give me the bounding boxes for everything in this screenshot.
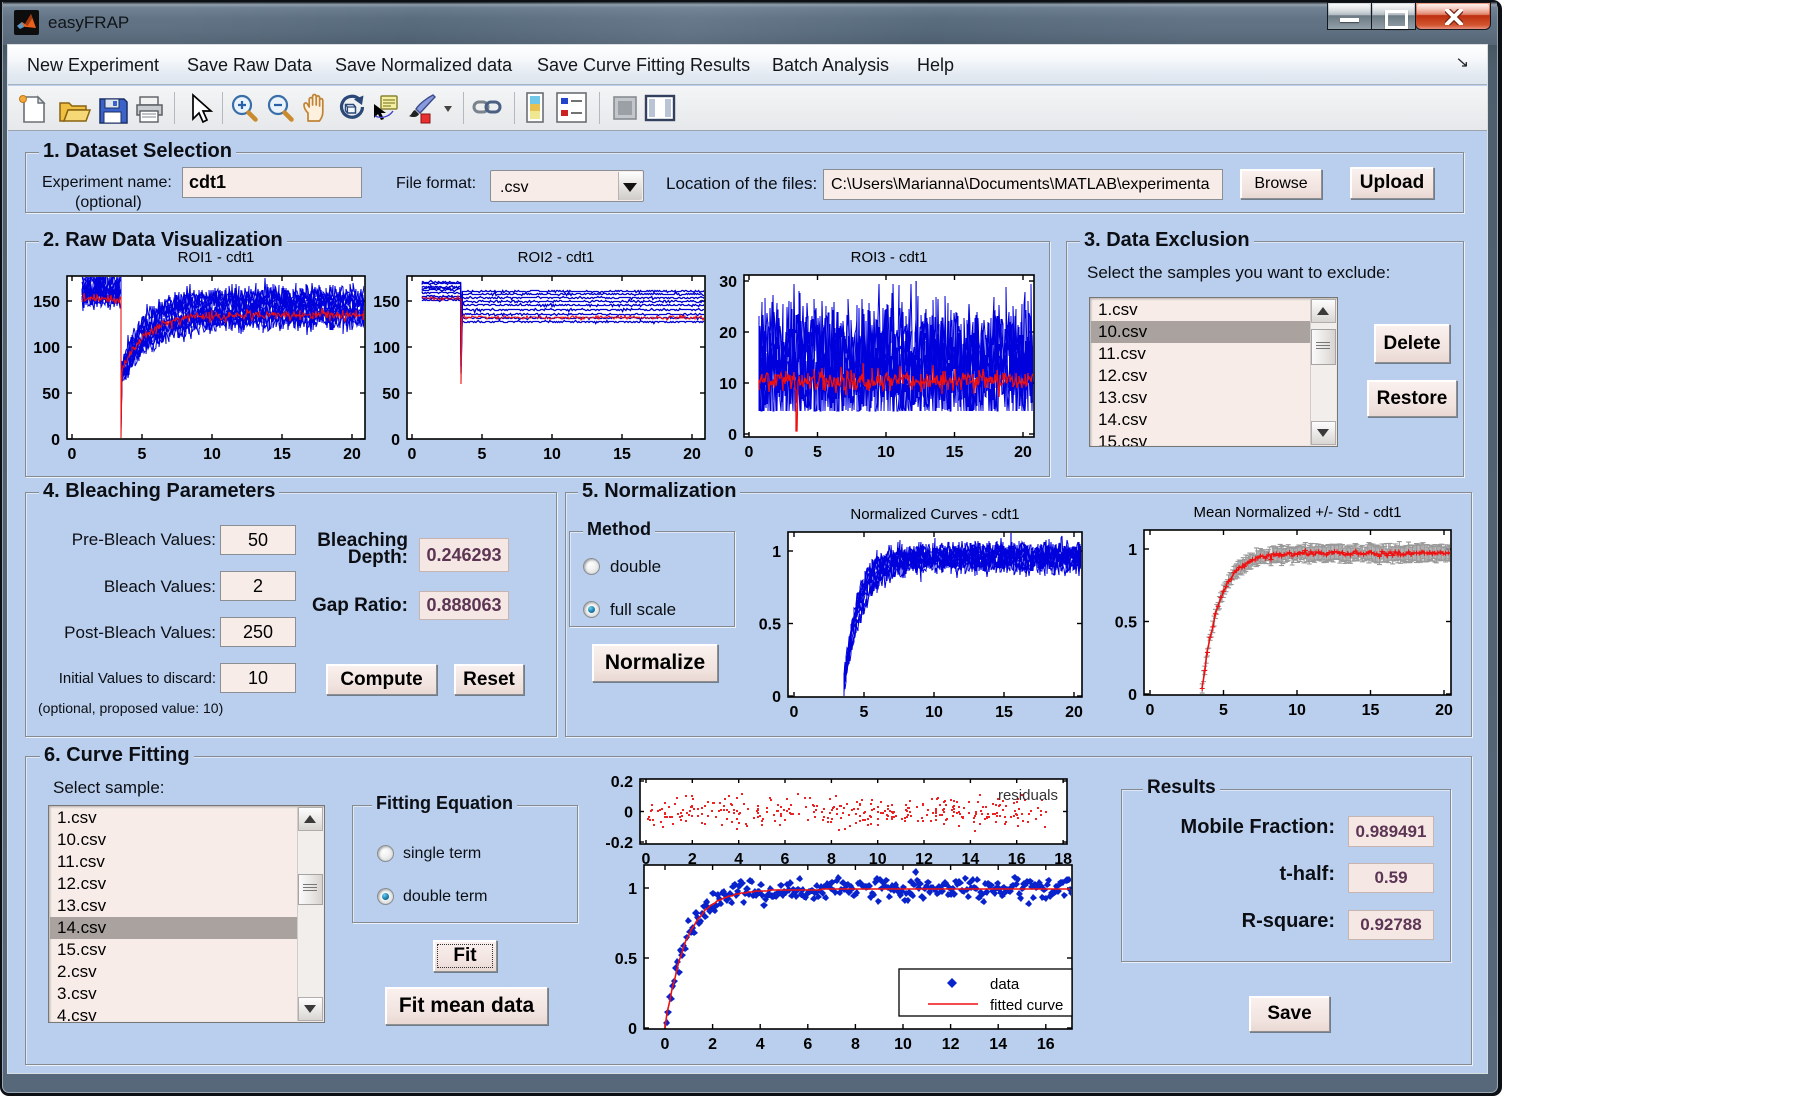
svg-text:50: 50	[382, 386, 400, 403]
svg-text:5: 5	[478, 446, 487, 463]
svg-text:0.5: 0.5	[1115, 614, 1137, 631]
svg-text:0: 0	[1146, 702, 1155, 719]
svg-text:0: 0	[772, 689, 781, 706]
svg-text:15: 15	[946, 444, 964, 461]
svg-text:100: 100	[373, 340, 400, 357]
svg-text:2: 2	[708, 1036, 717, 1053]
svg-text:15: 15	[273, 446, 291, 463]
svg-text:0: 0	[51, 432, 60, 449]
svg-text:6: 6	[781, 851, 790, 868]
svg-text:20: 20	[719, 325, 737, 342]
svg-text:0.5: 0.5	[615, 951, 637, 968]
svg-text:ROI2 - cdt1: ROI2 - cdt1	[518, 249, 595, 266]
svg-text:10: 10	[1288, 702, 1306, 719]
svg-text:data: data	[990, 976, 1020, 993]
svg-text:18: 18	[1054, 851, 1072, 868]
svg-text:0: 0	[745, 444, 754, 461]
svg-text:0: 0	[790, 704, 799, 721]
svg-text:12: 12	[942, 1036, 960, 1053]
svg-text:0: 0	[642, 851, 651, 868]
svg-text:1: 1	[772, 544, 781, 561]
svg-text:10: 10	[877, 444, 895, 461]
svg-text:5: 5	[138, 446, 147, 463]
svg-text:12: 12	[915, 851, 933, 868]
svg-text:15: 15	[1362, 702, 1380, 719]
svg-text:0: 0	[408, 446, 417, 463]
svg-text:0.2: 0.2	[611, 774, 633, 791]
svg-text:5: 5	[813, 444, 822, 461]
svg-text:8: 8	[827, 851, 836, 868]
svg-text:15: 15	[995, 704, 1013, 721]
svg-text:-0.2: -0.2	[605, 835, 633, 852]
svg-text:ROI3 - cdt1: ROI3 - cdt1	[851, 249, 928, 266]
svg-text:100: 100	[33, 340, 60, 357]
svg-text:4: 4	[734, 851, 743, 868]
svg-text:10: 10	[203, 446, 221, 463]
svg-text:2: 2	[688, 851, 697, 868]
svg-text:0: 0	[624, 804, 633, 821]
svg-text:20: 20	[683, 446, 701, 463]
svg-text:14: 14	[962, 851, 980, 868]
svg-text:10: 10	[543, 446, 561, 463]
svg-text:0.5: 0.5	[759, 616, 781, 633]
svg-text:ROI1 - cdt1: ROI1 - cdt1	[178, 249, 255, 266]
svg-text:4: 4	[756, 1036, 765, 1053]
svg-text:0: 0	[68, 446, 77, 463]
svg-text:20: 20	[1014, 444, 1032, 461]
svg-text:6: 6	[803, 1036, 812, 1053]
svg-text:0: 0	[391, 432, 400, 449]
svg-text:10: 10	[925, 704, 943, 721]
svg-text:8: 8	[851, 1036, 860, 1053]
svg-text:10: 10	[894, 1036, 912, 1053]
svg-text:16: 16	[1008, 851, 1026, 868]
svg-text:1: 1	[628, 881, 637, 898]
svg-text:20: 20	[1065, 704, 1083, 721]
svg-text:10: 10	[719, 376, 737, 393]
svg-text:150: 150	[33, 294, 60, 311]
svg-text:Normalized Curves - cdt1: Normalized Curves - cdt1	[850, 506, 1019, 523]
svg-text:Mean Normalized +/- Std - cdt1: Mean Normalized +/- Std - cdt1	[1193, 504, 1401, 521]
svg-text:fitted curve: fitted curve	[990, 997, 1063, 1014]
svg-text:20: 20	[1435, 702, 1453, 719]
svg-text:0: 0	[661, 1036, 670, 1053]
svg-text:16: 16	[1037, 1036, 1055, 1053]
svg-text:5: 5	[860, 704, 869, 721]
svg-text:0: 0	[1128, 687, 1137, 704]
svg-text:0: 0	[728, 427, 737, 444]
svg-text:1: 1	[1128, 542, 1137, 559]
svg-text:150: 150	[373, 294, 400, 311]
svg-text:14: 14	[989, 1036, 1007, 1053]
svg-text:residuals: residuals	[998, 787, 1058, 804]
svg-text:0: 0	[628, 1021, 637, 1038]
svg-text:5: 5	[1219, 702, 1228, 719]
svg-text:50: 50	[42, 386, 60, 403]
svg-text:30: 30	[719, 274, 737, 291]
svg-text:10: 10	[869, 851, 887, 868]
svg-text:20: 20	[343, 446, 361, 463]
svg-text:15: 15	[613, 446, 631, 463]
